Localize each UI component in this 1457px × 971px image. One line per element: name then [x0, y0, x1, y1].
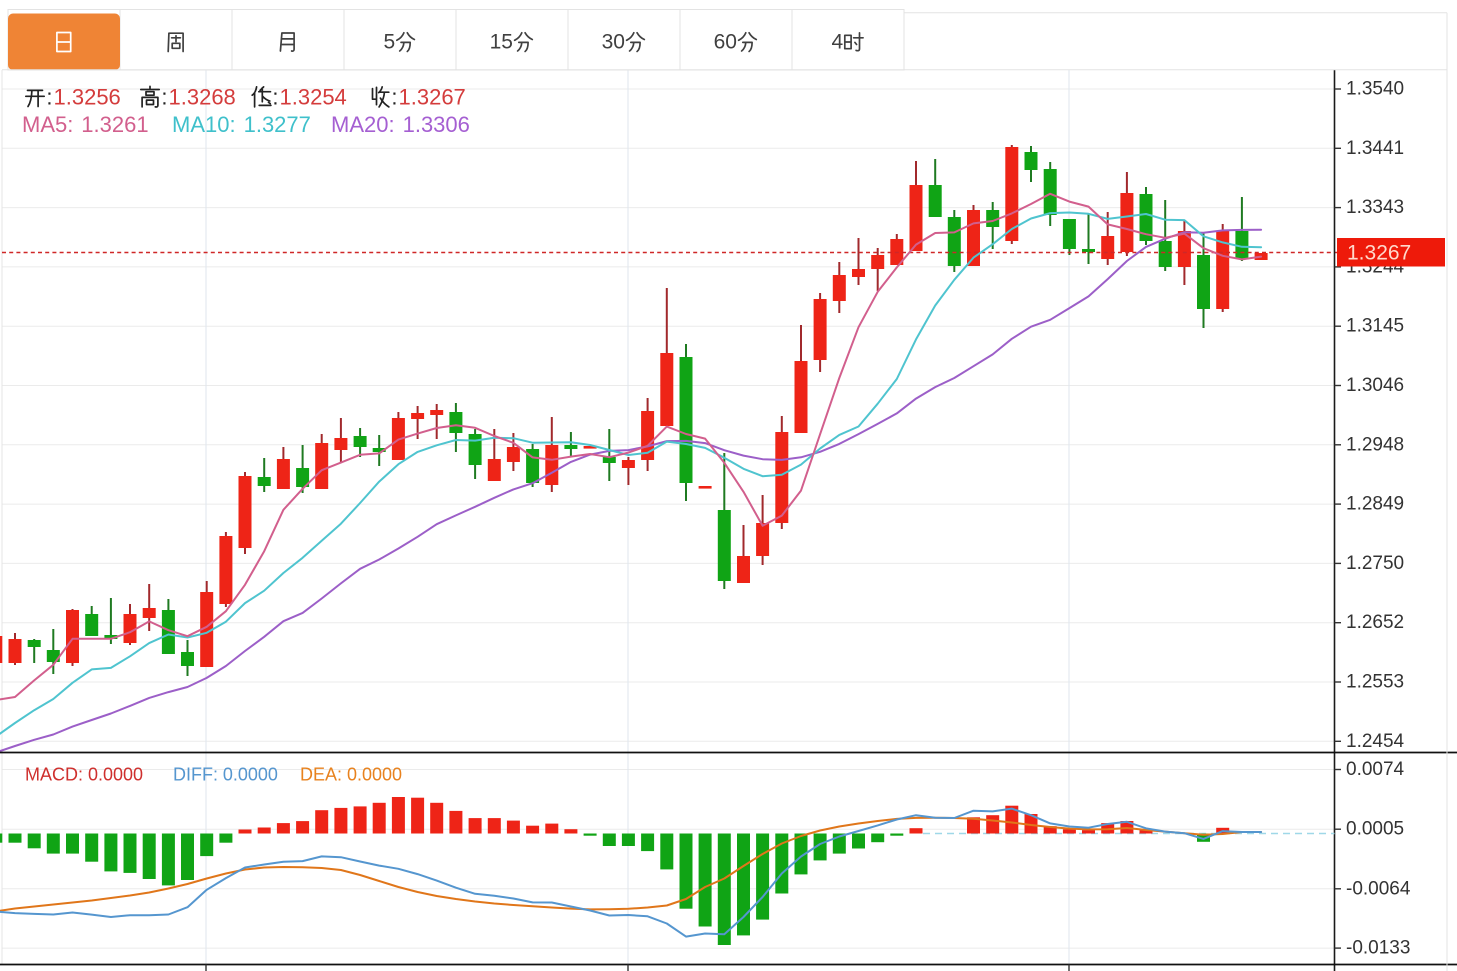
svg-text:1.3046: 1.3046: [1346, 375, 1404, 396]
svg-text:0.0000: 0.0000: [88, 765, 143, 785]
svg-text:MA10:: MA10:: [172, 112, 236, 137]
svg-text:0.0005: 0.0005: [1346, 819, 1404, 840]
svg-text:1.3277: 1.3277: [244, 112, 311, 137]
svg-text:5: 5: [384, 31, 396, 54]
svg-text:0.0000: 0.0000: [223, 765, 278, 785]
svg-text:1.2750: 1.2750: [1346, 553, 1404, 574]
svg-text:1.2454: 1.2454: [1346, 731, 1405, 752]
svg-text:MA5:: MA5:: [22, 112, 73, 137]
svg-text:1.2652: 1.2652: [1346, 612, 1404, 633]
svg-text:4: 4: [832, 31, 844, 54]
svg-text:15: 15: [490, 31, 513, 54]
svg-text:MACD:: MACD:: [25, 765, 83, 785]
svg-text::: :: [391, 85, 397, 110]
svg-text:1.3145: 1.3145: [1346, 316, 1404, 337]
svg-text::: :: [272, 85, 278, 110]
svg-text:-0.0133: -0.0133: [1346, 938, 1410, 959]
svg-text:1.3441: 1.3441: [1346, 138, 1404, 159]
svg-text:-0.0064: -0.0064: [1346, 878, 1411, 899]
svg-text:DEA:: DEA:: [300, 765, 342, 785]
svg-text:60: 60: [714, 31, 737, 54]
svg-text:1.3540: 1.3540: [1346, 79, 1404, 100]
svg-text:1.3267: 1.3267: [399, 85, 466, 110]
svg-text::: :: [46, 85, 52, 110]
svg-text:1.3256: 1.3256: [54, 85, 121, 110]
svg-text:1.2948: 1.2948: [1346, 434, 1404, 455]
svg-text:1.3254: 1.3254: [280, 85, 347, 110]
svg-text:1.3268: 1.3268: [169, 85, 236, 110]
svg-text:1.2553: 1.2553: [1346, 672, 1404, 693]
svg-text::: :: [161, 85, 167, 110]
svg-text:1.3261: 1.3261: [81, 112, 148, 137]
svg-text:1.3267: 1.3267: [1347, 241, 1411, 264]
svg-text:0.0074: 0.0074: [1346, 759, 1405, 780]
svg-text:MA20:: MA20:: [331, 112, 395, 137]
svg-text:30: 30: [602, 31, 625, 54]
svg-text:0.0000: 0.0000: [347, 765, 402, 785]
svg-text:1.2849: 1.2849: [1346, 494, 1404, 515]
svg-text:DIFF:: DIFF:: [173, 765, 218, 785]
svg-text:1.3306: 1.3306: [403, 112, 470, 137]
svg-text:1.3343: 1.3343: [1346, 197, 1404, 218]
